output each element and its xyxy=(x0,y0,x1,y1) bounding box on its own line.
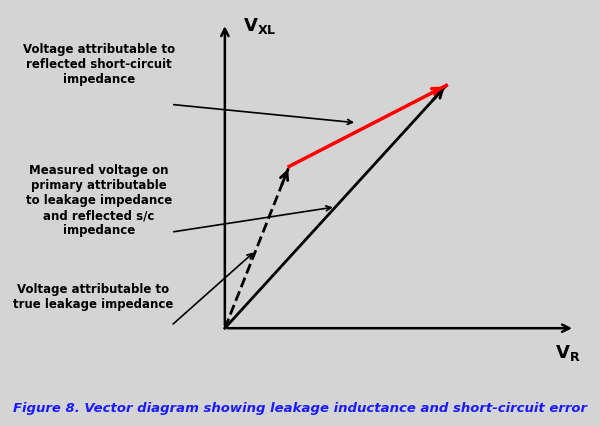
Text: Figure 8. Vector diagram showing leakage inductance and short-circuit error: Figure 8. Vector diagram showing leakage… xyxy=(13,402,587,415)
Text: Voltage attributable to
true leakage impedance: Voltage attributable to true leakage imp… xyxy=(13,283,173,311)
Text: Measured voltage on
primary attributable
to leakage impedance
and reflected s/c
: Measured voltage on primary attributable… xyxy=(26,164,172,237)
Text: $\mathbf{V_{XL}}$: $\mathbf{V_{XL}}$ xyxy=(243,16,276,36)
Text: Voltage attributable to
reflected short-circuit
impedance: Voltage attributable to reflected short-… xyxy=(23,43,175,86)
Text: $\mathbf{V_R}$: $\mathbf{V_R}$ xyxy=(555,343,580,363)
